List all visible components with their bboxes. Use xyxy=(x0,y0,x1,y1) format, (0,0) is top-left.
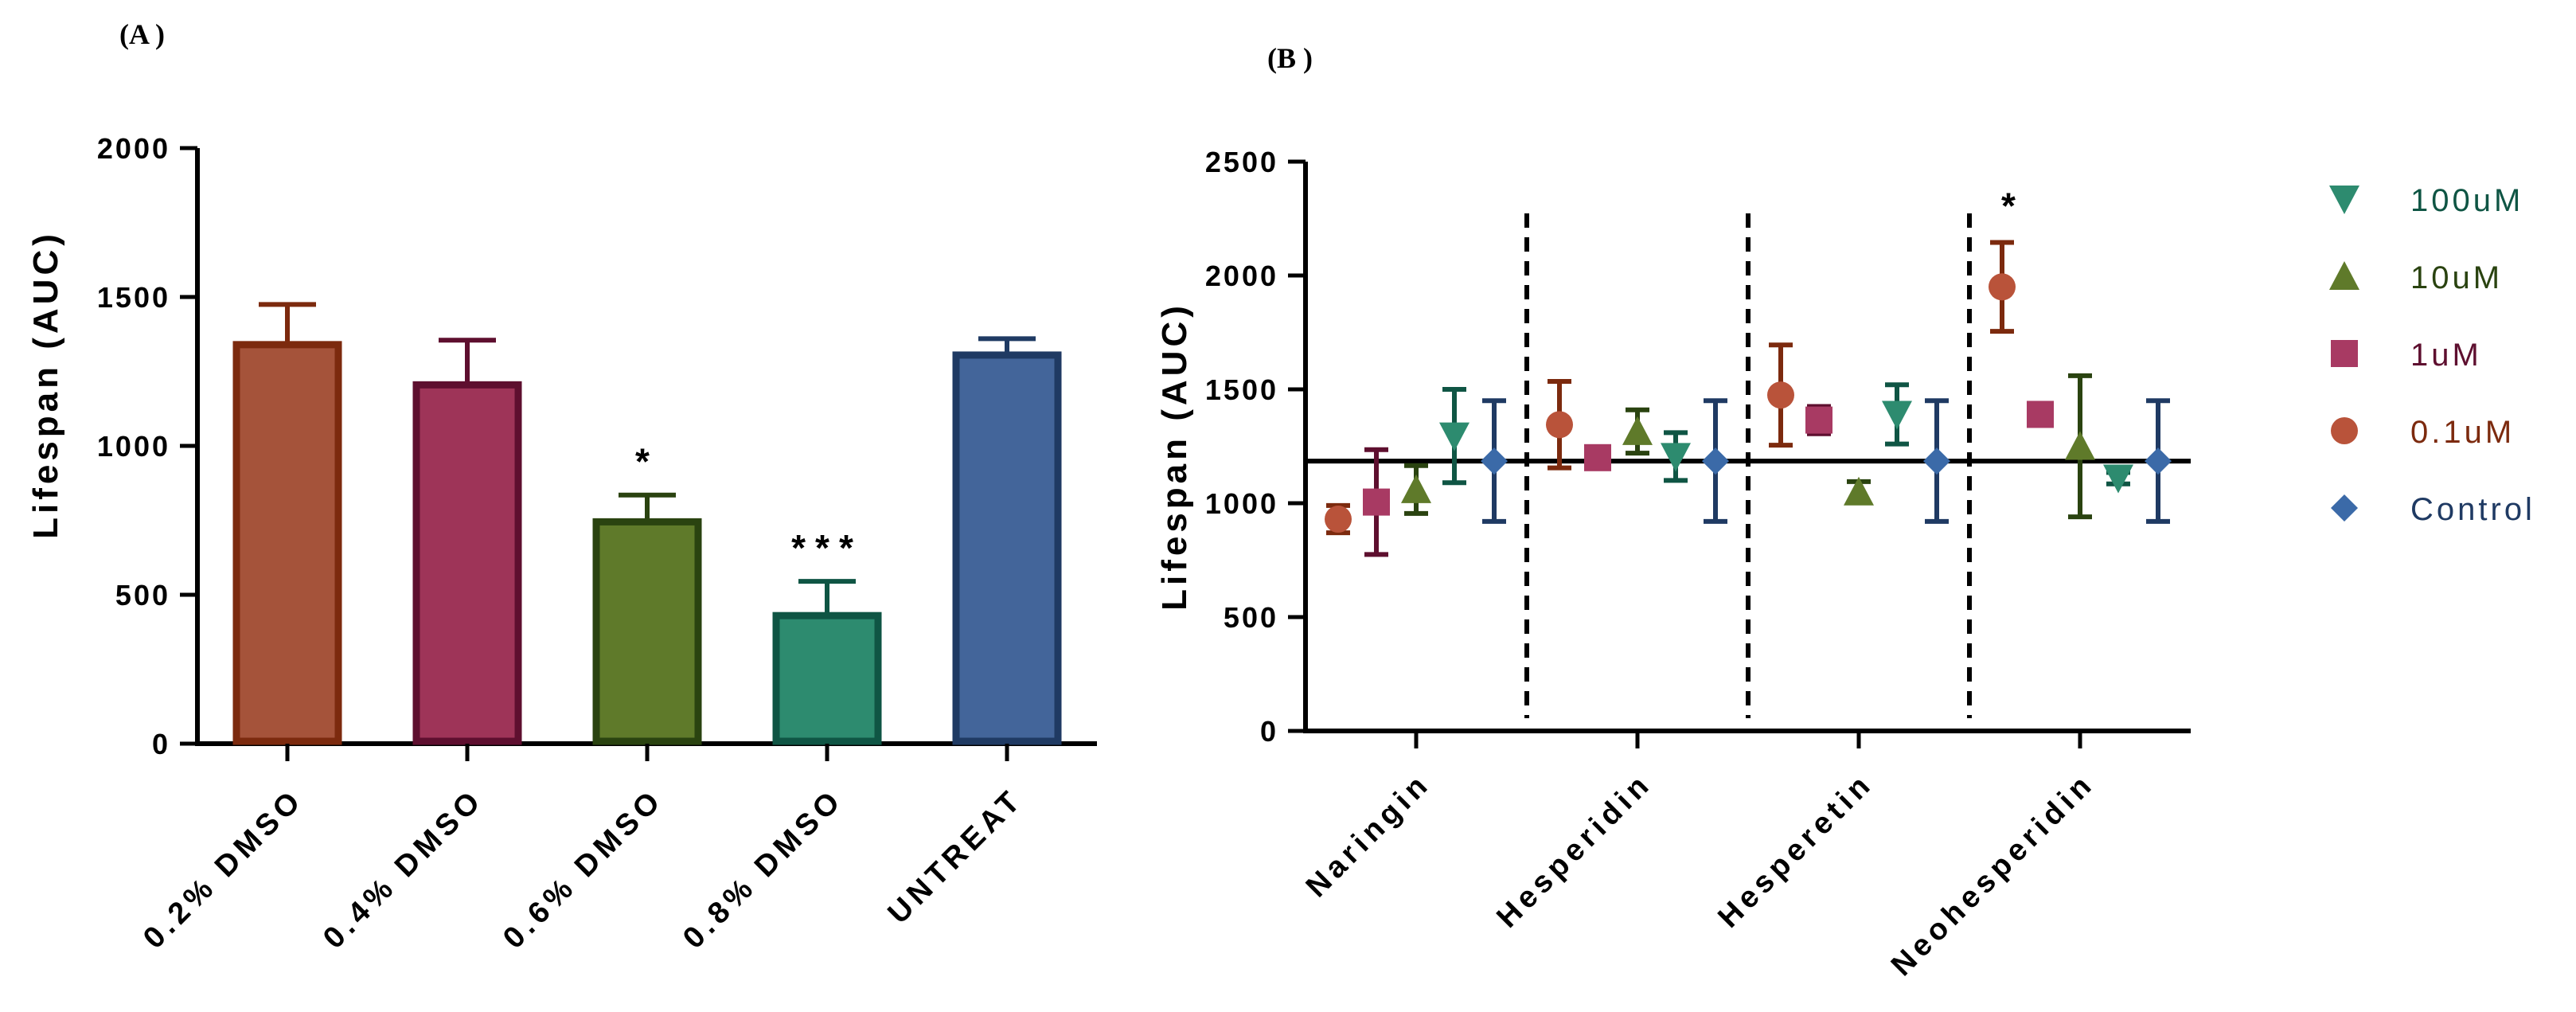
chart-b-point-100uM xyxy=(2103,464,2133,494)
chart-a-significance-marker: * xyxy=(635,441,659,483)
chart-b-point-10uM xyxy=(1622,416,1653,445)
chart-a-bar xyxy=(592,518,702,745)
chart-b-point-0.1uM xyxy=(1767,381,1794,409)
chart-a-bar xyxy=(952,351,1062,745)
chart-a-x-tick-label: 0.6% DMSO xyxy=(497,783,669,955)
chart-a-bar xyxy=(772,611,882,745)
legend-marker-100uM xyxy=(2329,186,2359,214)
chart-b-point-10uM xyxy=(1401,474,1431,503)
chart-a-bar xyxy=(232,341,342,745)
chart-b-x-tick-label: Naringin xyxy=(1300,767,1438,905)
chart-a-y-tick-label: 1000 xyxy=(97,430,170,463)
chart-b-point-Control xyxy=(1702,447,1729,475)
chart-b-y-tick-label: 1000 xyxy=(1205,487,1278,520)
legend-label-0.1uM: 0.1uM xyxy=(2410,415,2515,450)
chart-b-point-100uM xyxy=(1439,422,1469,451)
chart-a-x-tick-label: 0.8% DMSO xyxy=(677,783,849,955)
legend-marker-Control xyxy=(2331,494,2358,522)
chart-b-point-100uM xyxy=(1882,401,1912,430)
chart-b-point-10uM xyxy=(1844,476,1874,506)
chart-b-point-0.1uM xyxy=(1989,273,2016,301)
chart-b-legend: 100uM 10uM 1uM 0.1uM Control xyxy=(2329,183,2535,527)
chart-b-y-tick-label: 500 xyxy=(1224,601,1278,634)
chart-a-y-tick-label: 0 xyxy=(152,728,170,760)
chart-b-point-Control xyxy=(2145,447,2172,475)
legend-marker-10uM xyxy=(2329,261,2359,290)
chart-b: Lifespan (AUC) 0 500 1000 1500 2000 2500 Narin… xyxy=(1155,146,2191,983)
chart-a-y-tick-label: 500 xyxy=(115,579,170,611)
chart-b-significance-marker: * xyxy=(2001,186,2025,227)
chart-a-x-tick-label: 0.4% DMSO xyxy=(317,783,490,955)
chart-a-bar xyxy=(412,381,522,745)
legend-label-Control: Control xyxy=(2410,492,2535,527)
legend-label-100uM: 100uM xyxy=(2410,183,2523,218)
chart-b-point-Control xyxy=(1481,447,1508,475)
chart-b-y-tick-label: 2000 xyxy=(1205,260,1278,292)
legend-label-1uM: 1uM xyxy=(2410,338,2482,373)
chart-b-x-tick-label: Neohesperidin xyxy=(1885,767,2101,983)
chart-b-y-tick-label: 2500 xyxy=(1205,146,1278,178)
chart-b-y-axis-title: Lifespan (AUC) xyxy=(1155,302,1194,611)
chart-a-x-tick-label: 0.2% DMSO xyxy=(137,783,310,955)
panel-b-label: (B ) xyxy=(1267,42,1313,74)
chart-b-y-tick-label: 0 xyxy=(1260,715,1278,748)
panel-a-label: (A ) xyxy=(119,18,165,50)
chart-b-x-tick-label: Hesperidin xyxy=(1490,767,1658,935)
chart-a-significance-marker: *** xyxy=(791,527,863,569)
chart-a-y-tick-label: 1500 xyxy=(97,281,170,314)
chart-a-x-tick-label: UNTREAT xyxy=(882,783,1030,931)
legend-marker-1uM xyxy=(2331,340,2358,367)
chart-b-point-10uM xyxy=(2065,431,2095,460)
chart-b-point-0.1uM xyxy=(1325,506,1352,533)
legend-label-10uM: 10uM xyxy=(2410,260,2503,295)
legend-marker-0.1uM xyxy=(2331,417,2358,444)
chart-b-x-tick-label: Hesperetin xyxy=(1711,767,1879,935)
chart-b-point-100uM xyxy=(1661,443,1691,472)
chart-b-point-1uM xyxy=(1363,488,1390,516)
chart-b-point-1uM xyxy=(1584,443,1611,471)
chart-a: Lifespan (AUC) 0 500 1000 1500 2000 0.2% DMSO… xyxy=(26,132,1097,955)
chart-b-point-Control xyxy=(1923,447,1950,475)
chart-b-point-0.1uM xyxy=(1546,411,1573,439)
chart-b-point-1uM xyxy=(1805,406,1832,434)
chart-a-y-tick-label: 2000 xyxy=(97,132,170,165)
chart-a-y-axis-title: Lifespan (AUC) xyxy=(26,230,65,539)
chart-b-point-1uM xyxy=(2027,401,2054,428)
chart-b-y-tick-label: 1500 xyxy=(1205,373,1278,406)
